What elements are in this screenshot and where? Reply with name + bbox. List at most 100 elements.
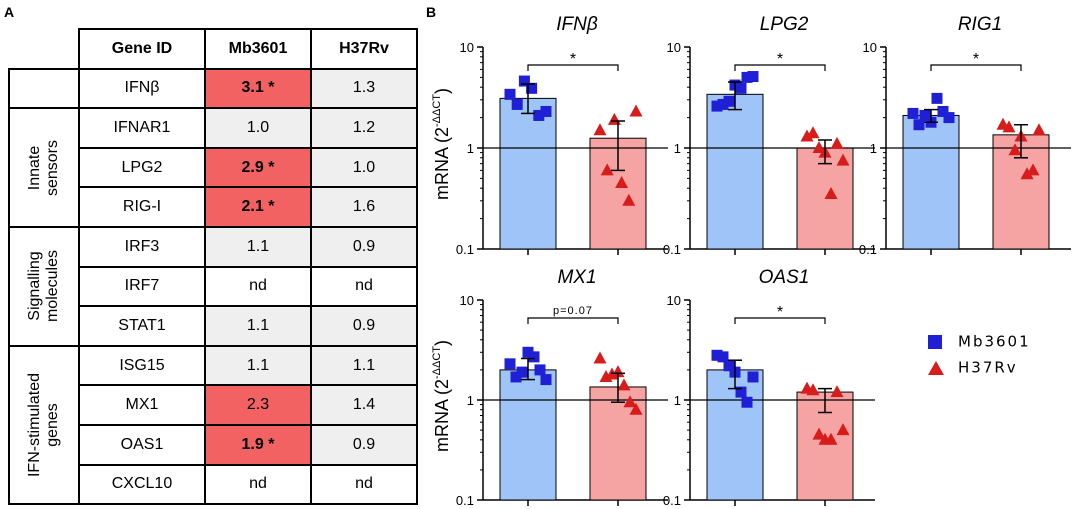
legend: Mb3601 H37Rv [918,332,1078,412]
gene-expression-table: Gene ID Mb3601 H37Rv IFNβ 3.1 * 1.3 Innate … [8,28,418,506]
y-label-main: mRNA (2 [432,379,452,452]
point-mb3601 [735,386,747,398]
group-label: Signalling molecules [26,250,61,323]
point-h37rv [836,423,850,436]
gene-id-cell: IFNβ [78,67,206,110]
point-h37rv [593,351,607,364]
mb3601-value-cell: 1.1 [204,225,312,268]
gene-id-cell: STAT1 [78,305,206,347]
y-axis-label: mRNA (2-ΔΔCT) [431,88,452,200]
significance-label: * [570,51,576,68]
gene-id-cell: ISG15 [78,344,206,387]
gene-id-cell: RIG-I [78,186,206,228]
point-h37rv [611,365,625,378]
point-h37rv [593,123,607,136]
group-label: Innate sensors [26,139,61,196]
y-tick-label: 1 [467,393,474,408]
table-row: RIG-I 2.1 * 1.6 [9,186,418,228]
table-row: CXCL10 nd nd [9,463,418,506]
bar-mb3601 [706,93,764,250]
point-h37rv [615,176,629,189]
point-h37rv [836,153,850,166]
chart-3: 0.1 1 10 p=0.07 MX1 mRNA (2-ΔΔCT) [431,267,668,508]
legend-label-mb3601: Mb3601 [958,332,1031,351]
y-tick-label: 1 [870,141,877,156]
chart-4: 0.1 1 10 * OAS1 [663,267,875,508]
point-mb3601 [723,95,735,107]
legend-square-icon [928,334,942,349]
group-label: IFN-stimulated genes [26,372,61,477]
point-mb3601 [919,109,931,121]
mb3601-value-cell: 1.9 * [204,423,312,466]
y-label-close: ) [432,340,452,346]
significance-bracket [527,317,619,324]
point-mb3601 [540,105,552,117]
h37rv-value-cell: 1.2 [310,107,418,149]
chart-1: 0.1 1 10 * LPG2 [663,14,875,257]
point-mb3601 [511,98,523,110]
h37rv-value-cell: 1.1 [310,344,418,387]
group-cell: Innate sensors [8,107,80,228]
point-h37rv [629,402,643,415]
h37rv-value-cell: 1.4 [310,384,418,426]
mb3601-value-cell: 1.0 [204,107,312,149]
significance-label: p=0.07 [553,305,593,317]
chart-title: RIG1 [958,14,1002,35]
point-h37rv [800,129,814,142]
point-mb3601 [516,366,528,378]
significance-bracket [734,317,826,324]
bar-mb3601 [499,97,557,250]
point-mb3601 [526,82,538,94]
point-mb3601 [943,112,955,124]
header-gene-id: Gene ID [78,28,206,70]
gene-id-cell: CXCL10 [78,463,206,506]
bar-mb3601 [499,369,557,501]
h37rv-value-cell: 0.9 [310,423,418,466]
panel-b-letter: B [426,4,437,20]
point-mb3601 [711,100,723,112]
y-label-close: ) [432,88,452,94]
h37rv-value-cell: nd [310,463,418,506]
mb3601-value-cell: 2.3 [204,384,312,426]
point-h37rv [824,432,838,445]
chart-0: 0.1 1 10 * IFNβ mRNA (2-ΔΔCT) [431,14,668,257]
table-row: IFN-stimulated genes ISG15 1.1 1.1 [8,344,418,506]
table-row: OAS1 1.9 * 0.9 [9,423,418,466]
header-h37rv: H37Rv [310,28,418,70]
gene-id-cell: IRF7 [78,265,206,308]
point-mb3601 [717,351,729,363]
y-label-superscript: -ΔΔCT [431,94,443,127]
table-row: MX1 2.3 1.4 [9,384,418,426]
significance-bracket [930,64,1022,71]
bar-mb3601 [902,114,960,250]
y-tick-label: 10 [667,293,681,308]
point-mb3601 [504,358,516,370]
gene-id-cell: IRF3 [78,225,206,268]
point-mb3601 [518,75,530,87]
group-cell [8,67,80,110]
mb3601-value-cell: 1.1 [204,305,312,347]
point-mb3601 [741,71,753,83]
panel-a-letter: A [4,4,15,20]
significance-label: * [777,51,783,68]
chart-title: LPG2 [760,14,809,35]
h37rv-value-cell: 0.9 [310,225,418,268]
chart-title: MX1 [557,267,596,288]
header-mb3601: Mb3601 [204,28,312,70]
table-row: Signalling molecules IRF3 1.1 0.9 [8,225,418,347]
significance-bracket [734,64,826,71]
y-tick-label: 0.1 [663,493,681,508]
table-row: LPG2 2.9 * 1.0 [9,146,418,189]
header-blank [9,29,80,70]
point-h37rv [1026,163,1040,176]
point-h37rv [600,163,614,176]
point-mb3601 [747,71,759,83]
y-tick-label: 10 [460,40,474,55]
y-tick-label: 1 [467,141,474,156]
mb3601-value-cell: 2.9 * [204,146,312,189]
gene-id-cell: LPG2 [78,146,206,189]
gene-expression-table-panel: Gene ID Mb3601 H37Rv IFNβ 3.1 * 1.3 Innate … [6,28,420,506]
point-mb3601 [510,371,522,383]
h37rv-value-cell: nd [310,265,418,308]
